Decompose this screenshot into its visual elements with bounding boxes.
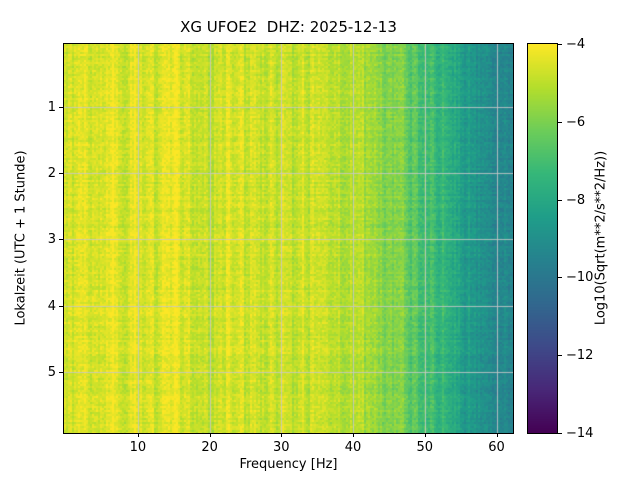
y-tick-mark — [59, 239, 63, 241]
colorbar-tick-label: −6 — [566, 114, 586, 130]
x-tick-label: 10 — [129, 440, 147, 455]
y-tick-mark — [59, 372, 63, 374]
colorbar-tick-mark — [558, 44, 562, 45]
y-tick-label: 5 — [47, 365, 56, 381]
spectrogram-heatmap — [64, 44, 513, 433]
plot-area — [63, 43, 514, 434]
colorbar-tick-label: −12 — [566, 348, 594, 364]
x-tick-label: 30 — [273, 440, 290, 455]
x-tick-label: 40 — [344, 440, 362, 455]
colorbar-tick-label: −10 — [566, 270, 594, 286]
colorbar — [527, 43, 558, 434]
colorbar-tick-mark — [558, 355, 562, 357]
colorbar-tick-mark — [558, 433, 562, 434]
y-tick-mark — [59, 106, 63, 108]
x-tick-label: 20 — [201, 440, 218, 455]
colorbar-tick-label: −8 — [566, 192, 586, 208]
colorbar-tick-label: −14 — [566, 426, 594, 441]
y-tick-label: 1 — [47, 99, 56, 115]
x-tick-mark — [281, 433, 283, 437]
x-axis-label: Frequency [Hz] — [239, 457, 338, 472]
colorbar-tick-mark — [558, 277, 562, 279]
y-tick-mark — [59, 173, 63, 175]
colorbar-tick-label: −4 — [566, 37, 586, 52]
x-tick-mark — [353, 433, 355, 437]
x-tick-mark — [424, 433, 426, 437]
colorbar-label: Log10(Sqrt(m**2/s**2/Hz)) — [593, 150, 609, 326]
chart-title: XG UFOE2 DHZ: 2025-12-13 — [180, 18, 397, 36]
y-tick-label: 3 — [47, 232, 56, 248]
colorbar-tick-mark — [558, 121, 562, 123]
x-tick-mark — [496, 433, 498, 437]
y-tick-label: 2 — [47, 166, 56, 182]
x-tick-mark — [209, 433, 211, 437]
y-tick-label: 4 — [47, 298, 56, 314]
x-tick-mark — [137, 433, 139, 437]
x-tick-label: 50 — [416, 440, 434, 455]
x-tick-label: 60 — [488, 440, 505, 455]
y-tick-mark — [59, 305, 63, 307]
colorbar-tick-mark — [558, 199, 562, 201]
